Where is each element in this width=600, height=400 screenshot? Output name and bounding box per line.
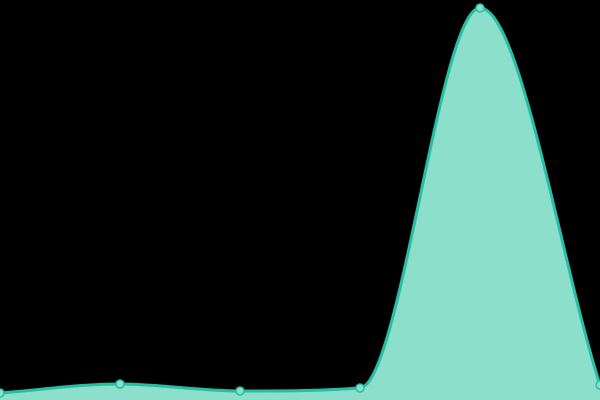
data-point-marker[interactable] <box>0 388 5 398</box>
area-fill <box>0 8 600 400</box>
data-point-marker[interactable] <box>355 383 365 393</box>
data-point-marker[interactable] <box>475 3 485 13</box>
data-point-marker[interactable] <box>235 386 245 396</box>
data-point-marker[interactable] <box>115 379 125 389</box>
data-point-marker[interactable] <box>595 380 600 390</box>
